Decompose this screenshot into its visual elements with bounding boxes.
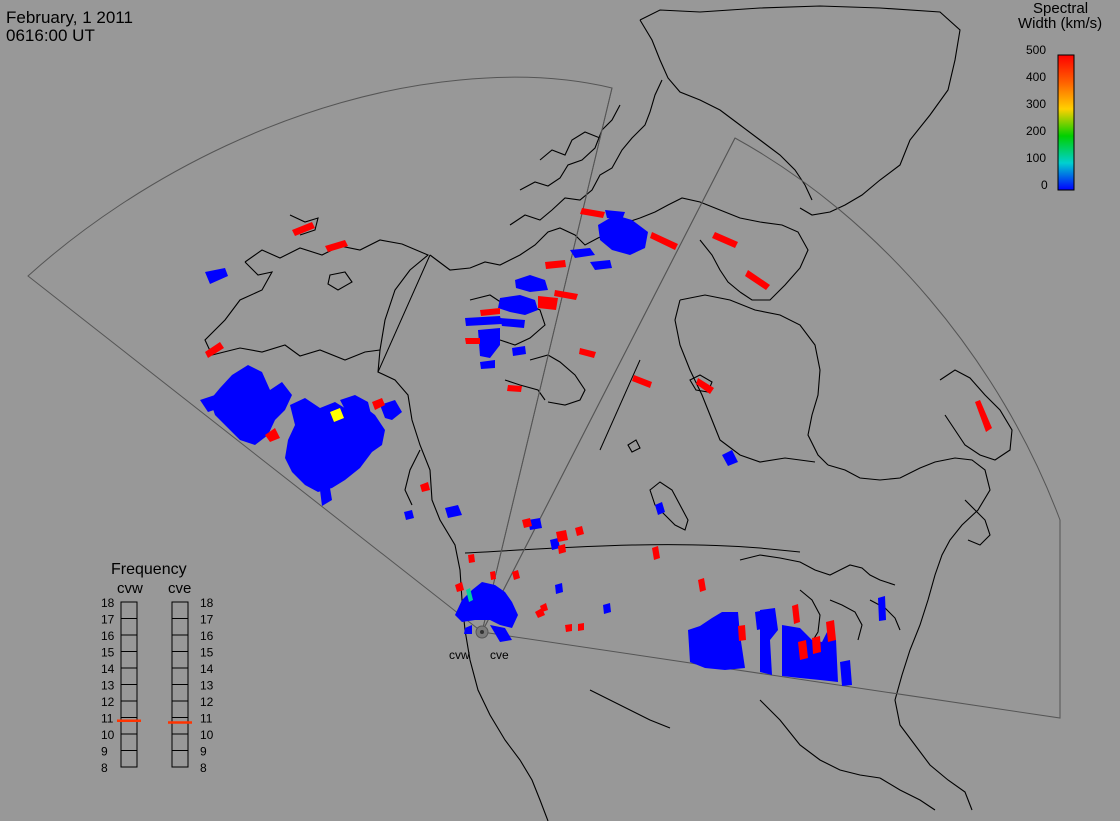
frequency-tick-right: 14 bbox=[200, 662, 214, 676]
frequency-tick-right: 15 bbox=[200, 646, 214, 660]
frequency-cell bbox=[171, 750, 189, 768]
borders bbox=[377, 254, 801, 554]
frequency-label-cve: cve bbox=[168, 580, 191, 597]
frequency-tick-left: 12 bbox=[101, 695, 115, 709]
colorbar-title-line2: Width (km/s) bbox=[1018, 15, 1102, 32]
frequency-cell bbox=[120, 750, 138, 768]
radar-fov bbox=[27, 76, 1061, 719]
scatter-mid-width bbox=[330, 408, 473, 602]
frequency-tick-right: 9 bbox=[200, 745, 207, 759]
frequency-title: Frequency bbox=[111, 561, 187, 578]
frequency-tick-left: 9 bbox=[101, 745, 108, 759]
scatter-high-width bbox=[205, 208, 992, 660]
frequency-tick-left: 16 bbox=[101, 629, 115, 643]
coastlines bbox=[204, 5, 1013, 821]
frequency-panel: Frequency cvw cve 18 18 17 17 16 16 15 15 14 14 13… bbox=[101, 561, 214, 775]
frequency-ticks: 18 18 17 17 16 16 15 15 14 14 13 13 12 12 11 11 10 10 9 9 8 8 bbox=[101, 596, 214, 775]
frequency-tick-right: 11 bbox=[200, 712, 213, 726]
frequency-tick-right: 17 bbox=[200, 613, 214, 627]
frequency-label-cvw: cvw bbox=[117, 580, 143, 597]
frequency-tick-right: 12 bbox=[200, 695, 214, 709]
time-label: 0616:00 UT bbox=[6, 26, 95, 45]
radar-label-cve: cve bbox=[490, 648, 509, 662]
date-label: February, 1 2011 bbox=[6, 8, 133, 27]
radar-site bbox=[475, 625, 489, 639]
frequency-tick-right: 8 bbox=[200, 761, 207, 775]
frequency-tick-left: 17 bbox=[101, 613, 115, 627]
colorbar: Spectral Width (km/s) 500 400 300 200 10… bbox=[1018, 0, 1102, 192]
colorbar-tick: 0 bbox=[1041, 178, 1048, 192]
frequency-tick-right: 18 bbox=[200, 596, 214, 610]
colorbar-gradient bbox=[1057, 54, 1075, 191]
colorbar-tick: 400 bbox=[1026, 70, 1046, 84]
frequency-tick-right: 10 bbox=[200, 728, 214, 742]
colorbar-title-line1: Spectral bbox=[1033, 0, 1088, 17]
frequency-tick-left: 10 bbox=[101, 728, 115, 742]
colorbar-tick: 200 bbox=[1026, 124, 1046, 138]
frequency-tick-left: 13 bbox=[101, 679, 115, 693]
frequency-tick-left: 11 bbox=[101, 712, 114, 726]
frequency-tick-left: 8 bbox=[101, 761, 108, 775]
radar-label-cvw: cvw bbox=[449, 648, 470, 662]
frequency-tick-right: 13 bbox=[200, 679, 214, 693]
colorbar-tick: 500 bbox=[1026, 43, 1046, 57]
frequency-columns bbox=[120, 601, 189, 768]
colorbar-tick: 100 bbox=[1026, 151, 1046, 165]
frequency-tick-left: 15 bbox=[101, 646, 115, 660]
frequency-tick-right: 16 bbox=[200, 629, 214, 643]
colorbar-tick: 300 bbox=[1026, 97, 1046, 111]
scatter-low-width bbox=[200, 210, 886, 686]
frequency-tick-left: 14 bbox=[101, 662, 115, 676]
frequency-tick-left: 18 bbox=[101, 596, 115, 610]
